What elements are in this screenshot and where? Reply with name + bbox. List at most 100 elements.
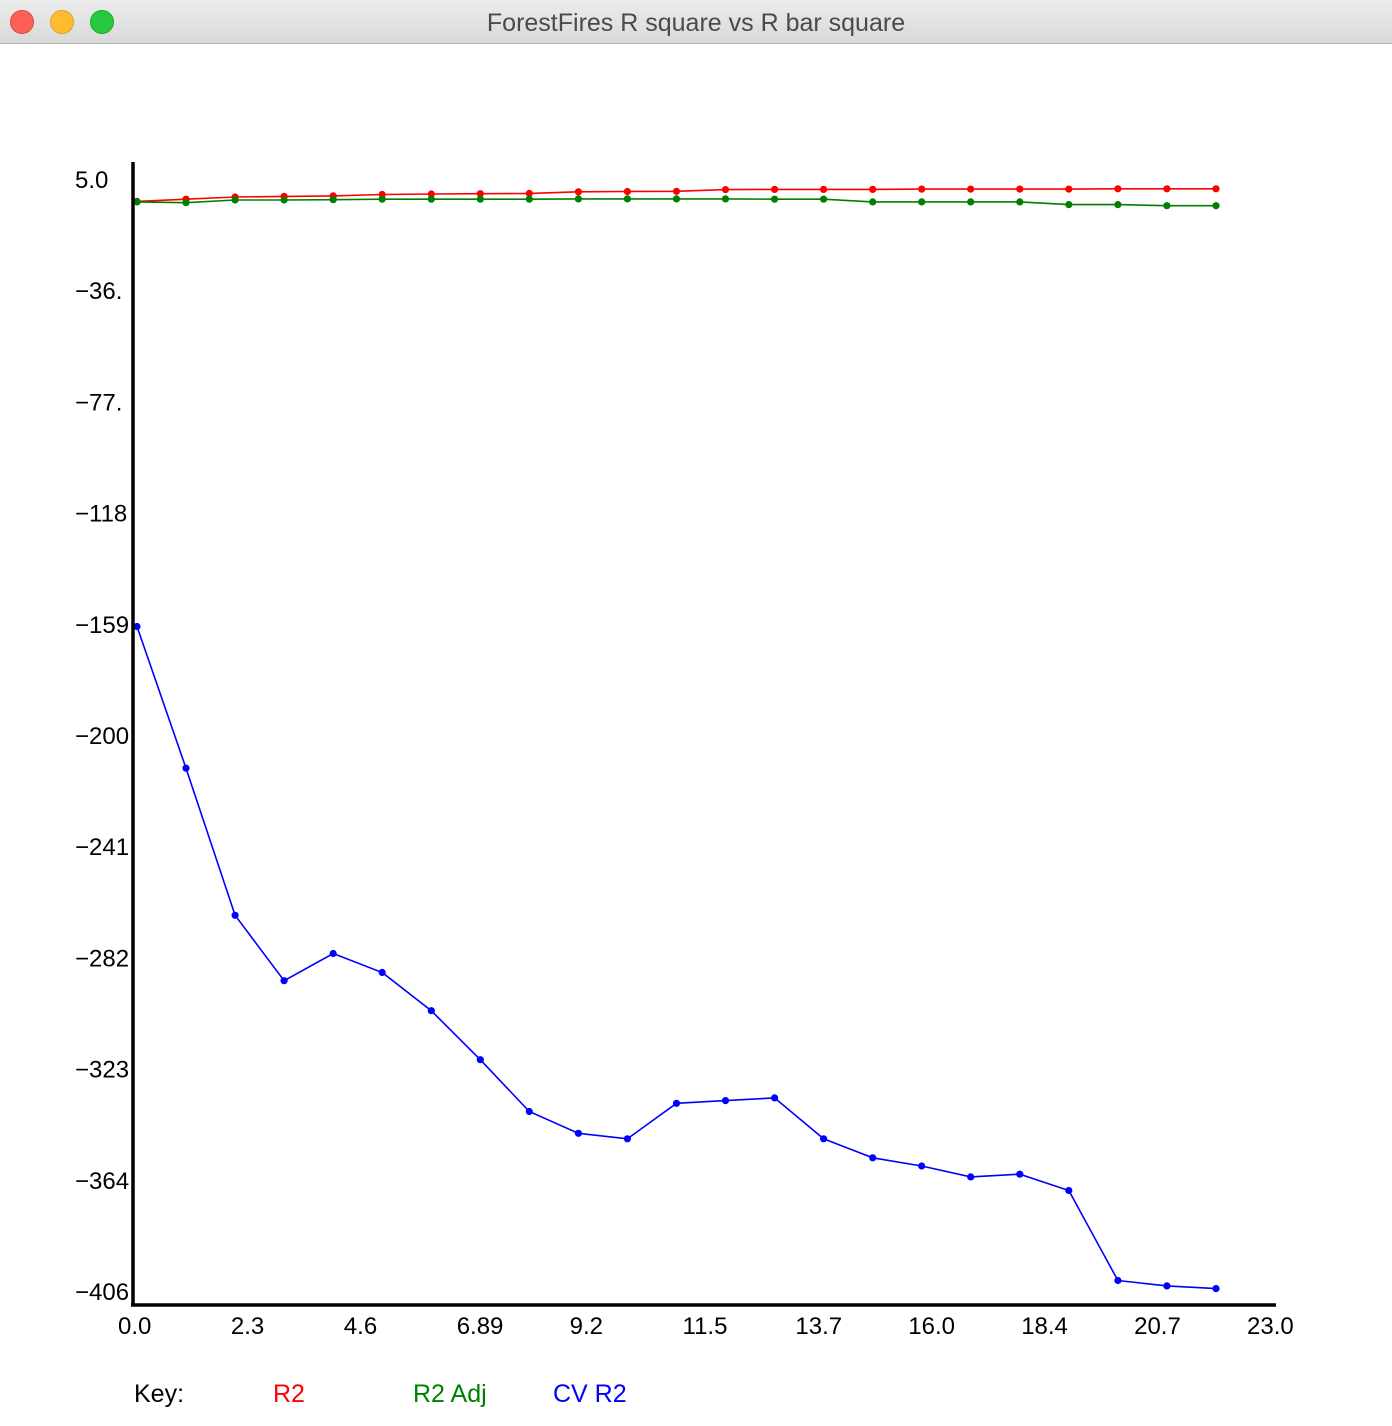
- y-tick-label: −323: [75, 1057, 129, 1084]
- x-tick-label: 9.2: [570, 1313, 603, 1340]
- data-point-r2: [574, 188, 583, 196]
- data-point-r2-adj: [231, 196, 239, 204]
- data-point-cv-r2: [869, 1154, 877, 1162]
- data-point-cv-r2: [672, 1099, 681, 1107]
- minimize-window-button[interactable]: [50, 10, 74, 34]
- data-point-r2-adj: [574, 195, 583, 203]
- data-point-cv-r2: [967, 1173, 975, 1181]
- data-point-cv-r2: [133, 622, 141, 631]
- x-tick-label: 16.0: [908, 1313, 955, 1340]
- data-point-cv-r2: [182, 764, 190, 772]
- x-tick-label: 2.3: [231, 1313, 264, 1340]
- data-point-r2-adj: [820, 195, 828, 203]
- axis-layer: [131, 162, 1276, 1307]
- window-title: ForestFires R square vs R bar square: [486, 9, 906, 37]
- data-point-r2: [967, 185, 975, 193]
- x-tick-label: 4.6: [344, 1313, 377, 1340]
- data-point-cv-r2: [1016, 1170, 1024, 1178]
- y-tick-label: 5.0: [75, 167, 108, 194]
- legend-entry-r2-adj: R2 Adj: [413, 1380, 487, 1408]
- data-point-r2-adj: [1212, 202, 1220, 210]
- data-point-r2-adj: [918, 198, 926, 206]
- key-label: Key:: [134, 1380, 185, 1408]
- x-tick-label: 20.7: [1134, 1313, 1181, 1340]
- data-point-r2: [771, 185, 779, 193]
- x-tick-label: 6.89: [457, 1313, 504, 1340]
- data-point-r2: [1163, 185, 1171, 193]
- data-point-cv-r2: [280, 977, 288, 985]
- title-bar[interactable]: ForestFires R square vs R bar square: [0, 0, 1392, 44]
- legend-entry-r2: R2: [273, 1380, 305, 1408]
- data-point-r2: [672, 187, 681, 195]
- x-tick-label: 0.0: [118, 1313, 151, 1340]
- data-point-cv-r2: [1114, 1276, 1122, 1285]
- data-point-r2-adj: [378, 195, 386, 203]
- data-point-r2-adj: [427, 195, 435, 203]
- data-point-r2-adj: [280, 196, 288, 204]
- y-tick-label: −118: [75, 501, 127, 528]
- data-point-r2-adj: [476, 195, 484, 203]
- data-point-cv-r2: [1065, 1186, 1073, 1195]
- data-point-cv-r2: [820, 1135, 828, 1143]
- data-point-r2: [525, 189, 533, 197]
- y-tick-label: −200: [75, 723, 129, 750]
- data-point-r2-adj: [623, 195, 632, 203]
- data-point-cv-r2: [771, 1094, 779, 1102]
- data-point-r2: [869, 185, 877, 193]
- x-tick-label: 18.4: [1021, 1313, 1068, 1340]
- data-point-cv-r2: [476, 1056, 484, 1064]
- data-point-r2-adj: [1163, 202, 1171, 210]
- x-tick-label: 23.0: [1247, 1313, 1294, 1340]
- y-tick-label: −159: [75, 612, 129, 639]
- data-point-cv-r2: [623, 1135, 632, 1143]
- data-point-cv-r2: [427, 1007, 435, 1015]
- data-point-cv-r2: [1212, 1285, 1220, 1293]
- data-point-cv-r2: [525, 1107, 533, 1116]
- data-point-r2-adj: [525, 195, 533, 203]
- data-point-cv-r2: [574, 1129, 583, 1137]
- plot-canvas: 5.0 −36. −77. −118 −159 −200 −241 −282 −323 −364 −…: [75, 162, 1294, 1340]
- data-point-r2-adj: [672, 195, 681, 203]
- tick-label-layer: 5.0 −36. −77. −118 −159 −200 −241 −282 −323 −364 −…: [75, 167, 1294, 1340]
- legend-entry-cv-r2: CV R2: [553, 1380, 627, 1408]
- data-point-r2: [1016, 185, 1024, 193]
- data-point-cv-r2: [231, 911, 239, 919]
- x-tick-label: 13.7: [795, 1313, 842, 1340]
- y-tick-label: −36.: [75, 278, 122, 305]
- data-point-cv-r2: [1163, 1282, 1171, 1290]
- y-tick-label: −282: [75, 945, 129, 972]
- data-point-r2-adj: [721, 195, 730, 203]
- y-tick-label: −241: [75, 834, 129, 861]
- series-layer: [133, 185, 1220, 1293]
- data-point-r2-adj: [1065, 201, 1073, 209]
- data-point-cv-r2: [918, 1162, 926, 1170]
- data-point-r2: [623, 187, 632, 196]
- data-point-r2: [1114, 185, 1122, 193]
- data-point-r2-adj: [182, 199, 190, 207]
- close-window-button[interactable]: [10, 10, 34, 34]
- data-point-r2: [820, 185, 828, 193]
- data-point-r2-adj: [771, 195, 779, 203]
- y-tick-label: −364: [75, 1168, 129, 1195]
- series-line-cv-r2: [136, 626, 1217, 1290]
- data-point-cv-r2: [721, 1097, 730, 1105]
- data-point-r2-adj: [1114, 201, 1122, 209]
- data-point-cv-r2: [378, 968, 386, 977]
- data-point-r2-adj: [967, 198, 975, 206]
- data-point-r2: [427, 190, 435, 198]
- data-point-r2-adj: [1016, 198, 1024, 206]
- data-point-cv-r2: [329, 949, 337, 958]
- y-tick-label: −77.: [75, 389, 122, 416]
- zoom-window-button[interactable]: [90, 10, 114, 34]
- data-point-r2: [721, 186, 730, 194]
- data-point-r2-adj: [133, 198, 141, 206]
- x-tick-label: 11.5: [683, 1313, 728, 1340]
- data-point-r2-adj: [869, 198, 877, 206]
- data-point-r2-adj: [329, 196, 337, 204]
- y-tick-label: −406: [75, 1279, 129, 1306]
- data-point-r2: [918, 185, 926, 193]
- data-point-r2: [1212, 185, 1220, 193]
- data-point-r2: [476, 190, 484, 198]
- data-point-r2: [1065, 185, 1073, 193]
